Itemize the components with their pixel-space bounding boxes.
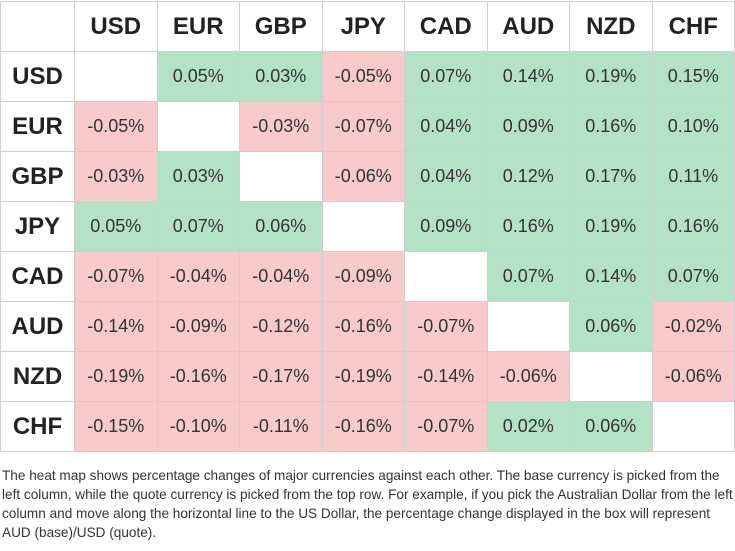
cell: 0.19%: [569, 51, 653, 102]
cell: 0.17%: [569, 151, 653, 202]
row-header: CAD: [0, 251, 75, 302]
cell: -0.05%: [74, 101, 158, 152]
row-header: JPY: [0, 201, 75, 252]
cell: -0.19%: [321, 351, 405, 402]
cell: -0.07%: [404, 301, 488, 352]
cell: 0.07%: [156, 201, 240, 252]
cell: 0.12%: [486, 151, 570, 202]
cell: [74, 51, 158, 102]
cell: 0.03%: [156, 151, 240, 202]
cell: 0.07%: [486, 251, 570, 302]
cell: -0.07%: [321, 101, 405, 152]
heat-map: USD EUR GBP JPY CAD AUD NZD CHF USD 0.05% 0.03% -0…: [0, 1, 735, 452]
column-header: NZD: [569, 1, 653, 52]
cell: -0.06%: [321, 151, 405, 202]
cell: [156, 101, 240, 152]
row: NZD -0.19% -0.16% -0.17% -0.19% -0.14% -0.06% -…: [0, 351, 735, 402]
cell: 0.16%: [569, 101, 653, 152]
column-header: JPY: [321, 1, 405, 52]
cell: 0.19%: [569, 201, 653, 252]
row: AUD -0.14% -0.09% -0.12% -0.16% -0.07% 0.06% -0…: [0, 301, 735, 352]
row: CHF -0.15% -0.10% -0.11% -0.16% -0.07% 0.02% 0.…: [0, 401, 735, 452]
cell: -0.03%: [239, 101, 323, 152]
cell: [321, 201, 405, 252]
cell: [486, 301, 570, 352]
cell: 0.07%: [404, 51, 488, 102]
header-row: USD EUR GBP JPY CAD AUD NZD CHF: [0, 1, 735, 52]
cell: 0.14%: [569, 251, 653, 302]
cell: -0.15%: [74, 401, 158, 452]
cell: -0.03%: [74, 151, 158, 202]
cell: -0.07%: [404, 401, 488, 452]
row: JPY 0.05% 0.07% 0.06% 0.09% 0.16% 0.19% 0.16%: [0, 201, 735, 252]
cell: 0.16%: [486, 201, 570, 252]
row-header: EUR: [0, 101, 75, 152]
cell: -0.16%: [156, 351, 240, 402]
row-header: USD: [0, 51, 75, 102]
cell: 0.10%: [651, 101, 735, 152]
cell: -0.09%: [156, 301, 240, 352]
cell: -0.14%: [404, 351, 488, 402]
cell: -0.11%: [239, 401, 323, 452]
cell: [404, 251, 488, 302]
column-header: USD: [74, 1, 158, 52]
cell: 0.07%: [651, 251, 735, 302]
row-header: AUD: [0, 301, 75, 352]
cell: 0.03%: [239, 51, 323, 102]
cell: -0.02%: [651, 301, 735, 352]
column-header: EUR: [156, 1, 240, 52]
cell: 0.06%: [239, 201, 323, 252]
cell: -0.09%: [321, 251, 405, 302]
row: EUR -0.05% -0.03% -0.07% 0.04% 0.09% 0.16% 0.10…: [0, 101, 735, 152]
cell: 0.15%: [651, 51, 735, 102]
column-header: CAD: [404, 1, 488, 52]
column-header: GBP: [239, 1, 323, 52]
column-header: CHF: [651, 1, 735, 52]
cell: -0.07%: [74, 251, 158, 302]
cell: -0.04%: [156, 251, 240, 302]
row: GBP -0.03% 0.03% -0.06% 0.04% 0.12% 0.17% 0.11%: [0, 151, 735, 202]
row: CAD -0.07% -0.04% -0.04% -0.09% 0.07% 0.14% 0.0…: [0, 251, 735, 302]
row-header: CHF: [0, 401, 75, 452]
cell: -0.19%: [74, 351, 158, 402]
cell: -0.06%: [651, 351, 735, 402]
cell: 0.04%: [404, 101, 488, 152]
row-header: GBP: [0, 151, 75, 202]
cell: -0.04%: [239, 251, 323, 302]
row: USD 0.05% 0.03% -0.05% 0.07% 0.14% 0.19% 0.15%: [0, 51, 735, 102]
cell: -0.16%: [321, 301, 405, 352]
cell: 0.06%: [569, 301, 653, 352]
cell: -0.10%: [156, 401, 240, 452]
cell: [239, 151, 323, 202]
cell: -0.17%: [239, 351, 323, 402]
cell: 0.06%: [569, 401, 653, 452]
cell: 0.09%: [486, 101, 570, 152]
cell: -0.16%: [321, 401, 405, 452]
cell: -0.05%: [321, 51, 405, 102]
cell: 0.09%: [404, 201, 488, 252]
cell: 0.04%: [404, 151, 488, 202]
cell: 0.16%: [651, 201, 735, 252]
note: The heat map shows percentage changes of…: [2, 468, 733, 540]
cell: 0.14%: [486, 51, 570, 102]
corner: [0, 1, 75, 52]
cell: 0.02%: [486, 401, 570, 452]
cell: 0.05%: [156, 51, 240, 102]
row-header: NZD: [0, 351, 75, 402]
cell: -0.12%: [239, 301, 323, 352]
cell: -0.06%: [486, 351, 570, 402]
cell: [569, 351, 653, 402]
cell: -0.14%: [74, 301, 158, 352]
cell: 0.11%: [651, 151, 735, 202]
cell: 0.05%: [74, 201, 158, 252]
cell: [651, 401, 735, 452]
column-header: AUD: [486, 1, 570, 52]
